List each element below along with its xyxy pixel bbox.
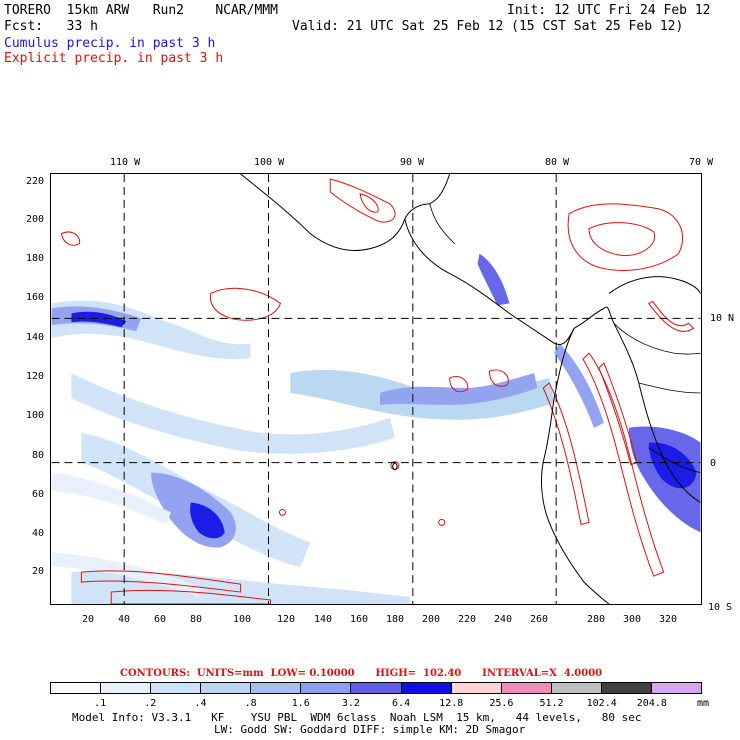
colorbar-label: 3.2: [341, 698, 360, 709]
init-time: Init: 12 UTC Fri 24 Feb 12: [507, 3, 711, 18]
grid-x-label: 60: [154, 614, 167, 625]
grid-y-label: 60: [32, 489, 45, 500]
model-info: Model Info: V3.3.1 KF YSU PBL WDM 6class…: [72, 711, 642, 724]
colorbar-swatch: [600, 683, 651, 693]
explicit-precip-contours: [60, 178, 695, 604]
grid-y-label: 100: [26, 410, 45, 421]
grid-x-label: 120: [277, 614, 296, 625]
grid-y-label: 140: [26, 332, 45, 343]
colorbar-swatch: [51, 683, 101, 693]
colorbar-label: .2: [144, 698, 157, 709]
lat-label: 0: [710, 458, 717, 469]
grid-y-label: 200: [26, 214, 45, 225]
grid-y-label: 120: [26, 371, 45, 382]
grid-x-label: 160: [350, 614, 369, 625]
colorbar-swatch: [300, 683, 351, 693]
colorbar-swatch: [100, 683, 151, 693]
grid-y-label: 40: [32, 528, 45, 539]
country-borders: [429, 203, 701, 473]
colorbar-label: 12.8: [439, 698, 464, 709]
latlon-grid: [51, 174, 701, 604]
colorbar-units: mm: [697, 698, 710, 709]
grid-y-label: 80: [32, 450, 45, 461]
lon-label: 70 W: [689, 157, 714, 168]
lon-label: 80 W: [545, 157, 570, 168]
grid-x-label: 20: [82, 614, 95, 625]
colorbar-label: .8: [244, 698, 257, 709]
colorbar-label: 102.4: [586, 698, 617, 709]
grid-y-label: 220: [26, 176, 45, 187]
lon-label: 90 W: [400, 157, 425, 168]
colorbar-swatch: [500, 683, 551, 693]
colorbar-swatch: [350, 683, 401, 693]
grid-x-label: 300: [623, 614, 642, 625]
lon-label: 100 W: [254, 157, 285, 168]
colorbar-swatch: [400, 683, 451, 693]
colorbar-swatch: [200, 683, 251, 693]
grid-x-label: 140: [314, 614, 333, 625]
forecast-hour: Fcst: 33 h: [4, 19, 98, 34]
grid-x-label: 40: [118, 614, 131, 625]
colorbar-label: 51.2: [539, 698, 564, 709]
grid-x-label: 100: [233, 614, 252, 625]
grid-x-label: 220: [458, 614, 477, 625]
lat-label: 10 S: [708, 602, 733, 613]
precip-colorbar: [50, 682, 702, 694]
grid-y-label: 180: [26, 253, 45, 264]
colorbar-label: .4: [194, 698, 207, 709]
lon-label: 110 W: [110, 157, 141, 168]
grid-x-label: 240: [494, 614, 513, 625]
grid-x-label: 80: [190, 614, 203, 625]
valid-time: Valid: 21 UTC Sat 25 Feb 12 (15 CST Sat …: [292, 19, 684, 34]
contours-summary: CONTOURS: UNITS=mm LOW= 0.10000 HIGH= 10…: [120, 668, 603, 679]
grid-x-label: 320: [659, 614, 678, 625]
colorbar-label: .1: [94, 698, 107, 709]
grid-y-label: 160: [26, 292, 45, 303]
grid-x-label: 180: [386, 614, 405, 625]
precipitation-map: [50, 173, 702, 605]
model-run-title: TORERO 15km ARW Run2 NCAR/MMM: [4, 3, 278, 18]
grid-x-label: 200: [422, 614, 441, 625]
colorbar-label: 25.6: [489, 698, 514, 709]
colorbar-label: 6.4: [392, 698, 411, 709]
field-label-cumulus: Cumulus precip. in past 3 h: [4, 36, 216, 51]
grid-x-label: 280: [587, 614, 606, 625]
grid-x-label: 260: [530, 614, 549, 625]
colorbar-swatch: [550, 683, 601, 693]
colorbar-label: 1.6: [291, 698, 310, 709]
colorbar-swatch: [250, 683, 301, 693]
field-label-explicit: Explicit precip. in past 3 h: [4, 51, 224, 66]
colorbar-swatch: [150, 683, 201, 693]
grid-y-label: 20: [32, 566, 45, 577]
colorbar-label: 204.8: [636, 698, 667, 709]
colorbar-swatch: [450, 683, 501, 693]
colorbar-swatch: [650, 683, 702, 693]
lat-label: 10 N: [710, 313, 735, 324]
cumulus-precip-field: [51, 253, 701, 604]
physics-info: LW: Godd SW: Goddard DIFF: simple KM: 2D…: [214, 723, 526, 736]
